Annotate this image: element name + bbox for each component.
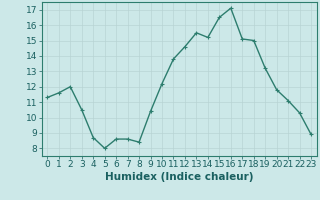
X-axis label: Humidex (Indice chaleur): Humidex (Indice chaleur) [105, 172, 253, 182]
